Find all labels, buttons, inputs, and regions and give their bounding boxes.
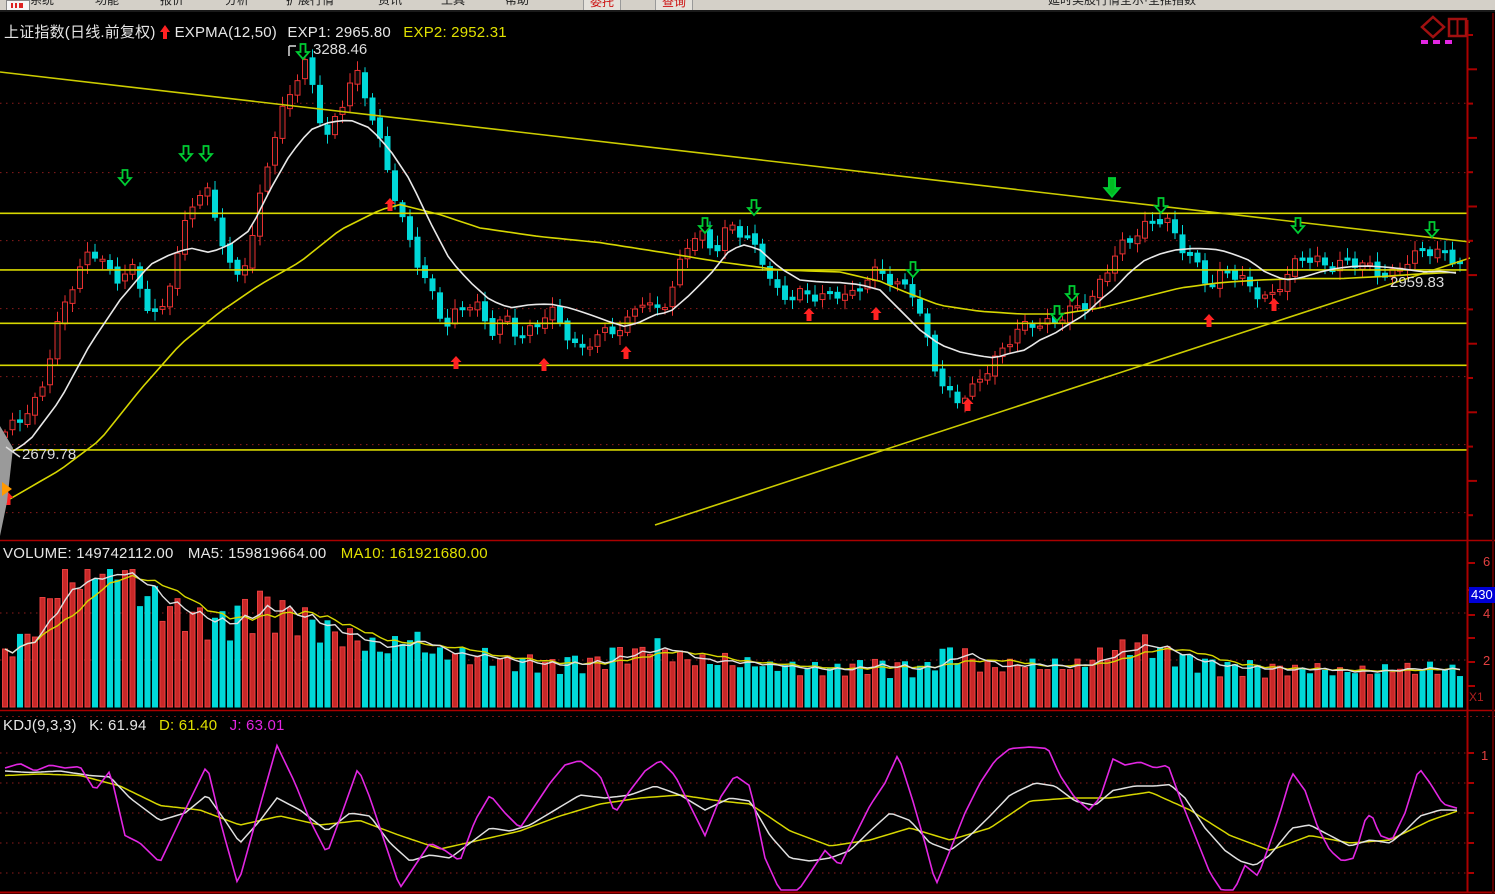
- expma-layer: [0, 119, 1461, 673]
- volume-header: VOLUME: 149742112.00 MA5: 159819664.00 M…: [3, 545, 488, 562]
- volume-axis-tick-4: 4: [1483, 606, 1491, 621]
- kdj-name: KDJ(9,3,3): [3, 717, 77, 734]
- volume-ma10-value: MA10: 161921680.00: [340, 545, 488, 562]
- menu-item-news[interactable]: 资讯: [378, 0, 403, 7]
- buy-signal-arrow: [1203, 314, 1215, 327]
- sell-signal-arrow: [295, 43, 311, 61]
- menu-status-text: 延时美股行情全示·全推指数: [1048, 0, 1196, 7]
- indicator-name: EXPMA(12,50): [174, 24, 278, 41]
- buy-signal-arrow: [384, 198, 396, 211]
- left-edge-flag: [0, 426, 13, 536]
- menu-bar: 系统 功能 报价 分析 扩展行情 资讯 工具 帮助 委托 查询 延时美股行情全示…: [0, 0, 1495, 12]
- exp1-value: EXP1: 2965.80: [287, 24, 391, 41]
- menu-item-function[interactable]: 功能: [95, 0, 120, 7]
- buy-signal-arrow: [962, 398, 974, 411]
- symbol-title: 上证指数(日线.前复权): [4, 24, 156, 41]
- kdj-j-value: J: 63.01: [229, 717, 285, 734]
- sell-signal-arrow: [697, 217, 713, 235]
- sell-signal-arrow: [1102, 177, 1122, 199]
- buy-signal-arrow: [1268, 298, 1280, 311]
- buy-signal-arrow: [803, 308, 815, 321]
- toolbar-dots-icon: [1433, 40, 1440, 44]
- volume-value: VOLUME: 149742112.00: [3, 545, 174, 562]
- toolbar-dots-icon: [1421, 40, 1428, 44]
- decorations-layer: [0, 15, 1468, 536]
- toolbar-dots-icon: [1445, 40, 1452, 44]
- volume-current-badge: 430: [1469, 587, 1495, 603]
- sell-signal-arrow: [1049, 305, 1065, 323]
- buy-signal-arrow: [538, 358, 550, 371]
- diamond-tool-icon[interactable]: [1420, 15, 1446, 39]
- peak-price-label: 3288.46: [313, 41, 368, 58]
- kdj-header: KDJ(9,3,3) K: 61.94 D: 61.40 J: 63.01: [3, 717, 285, 734]
- sell-signal-arrow: [746, 199, 762, 217]
- volume-multiplier-label: X1: [1469, 690, 1484, 704]
- menu-item-tools[interactable]: 工具: [441, 0, 466, 7]
- low-price-label: 2679.78: [22, 446, 77, 463]
- menu-item-query[interactable]: 查询: [655, 0, 694, 10]
- kdj-lines-layer: [4, 743, 1458, 891]
- menu-item-trade[interactable]: 委托: [583, 0, 622, 10]
- menu-item-extended[interactable]: 扩展行情: [286, 0, 335, 7]
- volume-axis-tick-6: 6: [1483, 554, 1491, 569]
- last-price-label: 2959.83: [1390, 274, 1445, 291]
- kdj-k-value: K: 61.94: [89, 717, 147, 734]
- sell-signal-arrow: [1153, 197, 1169, 215]
- trend-up-icon: [160, 25, 171, 39]
- menu-item-analysis[interactable]: 分析: [225, 0, 250, 7]
- volume-ma5-value: MA5: 159819664.00: [187, 545, 327, 562]
- exp2-value: EXP2: 2952.31: [403, 24, 507, 41]
- candles-layer: [2, 49, 1463, 446]
- sell-signal-arrow: [905, 261, 921, 279]
- sell-signal-arrow: [198, 145, 214, 163]
- kdj-axis-tick-100: 1: [1481, 748, 1489, 763]
- sell-signal-arrow: [1290, 217, 1306, 235]
- volume-axis-tick-2: 2: [1483, 653, 1491, 668]
- kdj-d-value: D: 61.40: [158, 717, 218, 734]
- volume-bars-layer: [2, 569, 1463, 708]
- main-chart-header: 上证指数(日线.前复权) EXPMA(12,50) EXP1: 2965.80 E…: [4, 21, 507, 42]
- menu-item-help[interactable]: 帮助: [505, 0, 530, 7]
- signal-markers-layer: [2, 43, 1440, 505]
- buy-signal-arrow: [620, 346, 632, 359]
- axis-layer: [0, 13, 1495, 894]
- app-icon[interactable]: [6, 0, 30, 10]
- menu-item-system[interactable]: 系统: [30, 0, 55, 7]
- buy-signal-arrow: [870, 307, 882, 320]
- sell-signal-arrow: [117, 169, 133, 187]
- drawn-lines-layer: [0, 71, 1471, 526]
- buy-signal-arrow: [450, 356, 462, 369]
- sell-signal-arrow: [178, 145, 194, 163]
- left-edge-triangle-marker: [2, 482, 12, 496]
- gridlines-layer: [0, 102, 1467, 874]
- sell-signal-arrow: [1064, 285, 1080, 303]
- menu-item-quotes[interactable]: 报价: [160, 0, 185, 7]
- sell-signal-arrow: [1424, 221, 1440, 239]
